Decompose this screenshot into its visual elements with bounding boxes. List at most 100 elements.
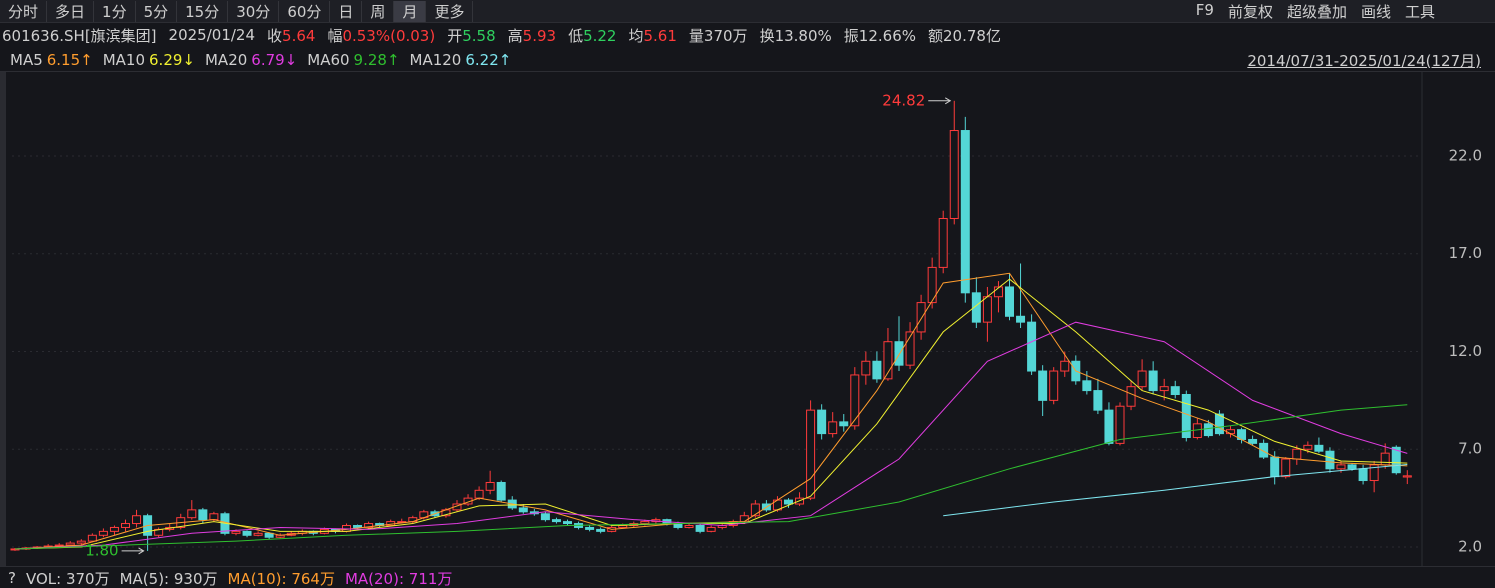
tool-button[interactable]: F9 bbox=[1195, 0, 1214, 19]
quote-value: 370万 bbox=[703, 26, 748, 45]
toolbar: 分时 多日 1分 5分 15分 30分 60分日周月更多 F9 前复权 超级叠加 画线 工具 bbox=[0, 0, 1495, 23]
candle-body bbox=[1060, 360, 1070, 372]
candle-body bbox=[960, 130, 970, 294]
volume-legend-item: ? bbox=[8, 569, 16, 587]
candle-body bbox=[949, 130, 959, 220]
ma-legend-item: MA60 9.28↑ bbox=[307, 51, 399, 69]
quote-label: 均 bbox=[628, 26, 644, 45]
candle-body bbox=[98, 530, 108, 536]
candle-body bbox=[109, 526, 119, 532]
candle-chart: 2.0 7.0 12.0 17.0 22.0 24.82 1.80 bbox=[0, 72, 1482, 566]
ma-legend-item: MA10 6.29↓ bbox=[103, 51, 195, 69]
candle-body bbox=[706, 526, 716, 532]
quote-value: 5.64 bbox=[282, 26, 316, 45]
candle-body bbox=[784, 499, 793, 505]
period-tab[interactable]: 多日 bbox=[47, 0, 95, 22]
candle-body bbox=[1292, 448, 1302, 460]
quote-item: 601636.SH[旗滨集团] bbox=[2, 25, 157, 46]
candle-body bbox=[1104, 409, 1114, 444]
candle-body bbox=[640, 521, 650, 525]
period-tab[interactable]: 30分 bbox=[228, 0, 280, 22]
candle-body bbox=[828, 421, 838, 435]
candle-body bbox=[264, 532, 274, 538]
candle-body bbox=[1314, 444, 1324, 452]
candle-body bbox=[364, 523, 374, 528]
candle-body bbox=[938, 218, 948, 268]
candle-body bbox=[474, 489, 484, 499]
volume-legend-item: MA(5): 930万 bbox=[119, 569, 218, 588]
period-tab[interactable]: 15分 bbox=[177, 0, 229, 22]
candle-body bbox=[551, 519, 561, 523]
candle-body bbox=[1380, 452, 1390, 466]
candle-body bbox=[1303, 444, 1313, 450]
left-strip bbox=[0, 72, 6, 566]
period-tab[interactable]: 1分 bbox=[94, 0, 136, 22]
period-tab[interactable]: 分时 bbox=[0, 0, 48, 22]
quote-value: 5.22 bbox=[583, 26, 617, 45]
quote-item: 2025/01/24 bbox=[169, 26, 255, 44]
candle-body bbox=[1159, 386, 1169, 392]
candle-body bbox=[1137, 370, 1147, 388]
ma-line bbox=[14, 278, 1408, 550]
candle-body bbox=[121, 523, 130, 528]
candle-body bbox=[1005, 286, 1014, 317]
tool-button[interactable]: 工具 bbox=[1404, 2, 1435, 21]
candle-body bbox=[750, 503, 760, 517]
candle-body bbox=[1270, 456, 1280, 478]
candle-body bbox=[1049, 370, 1059, 401]
candle-body bbox=[1016, 315, 1026, 323]
period-tab[interactable]: 60分 bbox=[279, 0, 331, 22]
candle-body bbox=[1126, 386, 1136, 407]
quote-label: 额 bbox=[928, 26, 944, 45]
period-tab[interactable]: 周 bbox=[362, 0, 395, 22]
quote-label: 601636.SH[旗滨集团] bbox=[2, 26, 157, 45]
candle-body bbox=[563, 521, 572, 525]
ma-name: MA60 bbox=[307, 51, 350, 69]
quote-value: 0.53%(0.03) bbox=[342, 26, 436, 45]
candle-body bbox=[1358, 468, 1368, 482]
y-tick-label: 22.0 bbox=[1449, 146, 1482, 164]
tool-button[interactable]: 前复权 bbox=[1227, 2, 1273, 21]
volume-legend-item: MA(10): 764万 bbox=[227, 569, 335, 588]
candle-body bbox=[806, 409, 816, 499]
candle-body bbox=[1115, 405, 1125, 444]
quote-item: 额20.78亿 bbox=[928, 25, 1001, 46]
quote-label: 幅 bbox=[327, 26, 343, 45]
quote-label: 开 bbox=[447, 26, 463, 45]
quote-label: 量 bbox=[688, 26, 704, 45]
ma-name: MA5 bbox=[10, 51, 43, 69]
candle-body bbox=[739, 515, 749, 523]
ma-value: 9.28↑ bbox=[353, 51, 400, 69]
period-tab[interactable]: 5分 bbox=[136, 0, 178, 22]
ma-value: 6.29↓ bbox=[149, 51, 195, 69]
quote-item: 高5.93 bbox=[508, 25, 556, 46]
ma-legend-item: MA5 6.15↑ bbox=[10, 51, 93, 69]
candle-body bbox=[1391, 446, 1401, 474]
ma-line bbox=[14, 404, 1408, 550]
ma-name: MA120 bbox=[409, 51, 462, 69]
ma-value: 6.22↑ bbox=[465, 51, 512, 69]
quote-item: 均5.61 bbox=[628, 25, 676, 46]
ma-line bbox=[14, 272, 1408, 550]
quote-label: 高 bbox=[507, 26, 523, 45]
candle-body bbox=[1093, 390, 1103, 411]
tool-button[interactable]: 超级叠加 bbox=[1286, 2, 1347, 21]
ma-line bbox=[14, 321, 1408, 550]
arrow-head bbox=[944, 97, 952, 105]
quote-value: 5.93 bbox=[522, 26, 557, 45]
period-tab[interactable]: 日 bbox=[330, 0, 363, 22]
quote-item: 收5.64 bbox=[267, 25, 315, 46]
tool-button[interactable]: 画线 bbox=[1360, 2, 1391, 21]
candle-body bbox=[839, 421, 849, 427]
quote-label: 换 bbox=[759, 26, 775, 45]
ma-line bbox=[943, 464, 1408, 517]
candle-body bbox=[1248, 438, 1258, 444]
quote-value: 5.61 bbox=[643, 26, 677, 45]
arrow-head bbox=[138, 547, 145, 555]
period-tab[interactable]: 更多 bbox=[426, 0, 474, 22]
ma-legend: MA5 6.15↑ MA10 6.29↓ MA20 6.79↓ MA60 9.28↑ MA120… bbox=[0, 49, 1495, 72]
period-tab[interactable]: 月 bbox=[394, 0, 427, 22]
candle-body bbox=[1325, 450, 1335, 470]
date-range[interactable]: 2014/07/31-2025/01/24(127月) bbox=[1247, 51, 1481, 70]
